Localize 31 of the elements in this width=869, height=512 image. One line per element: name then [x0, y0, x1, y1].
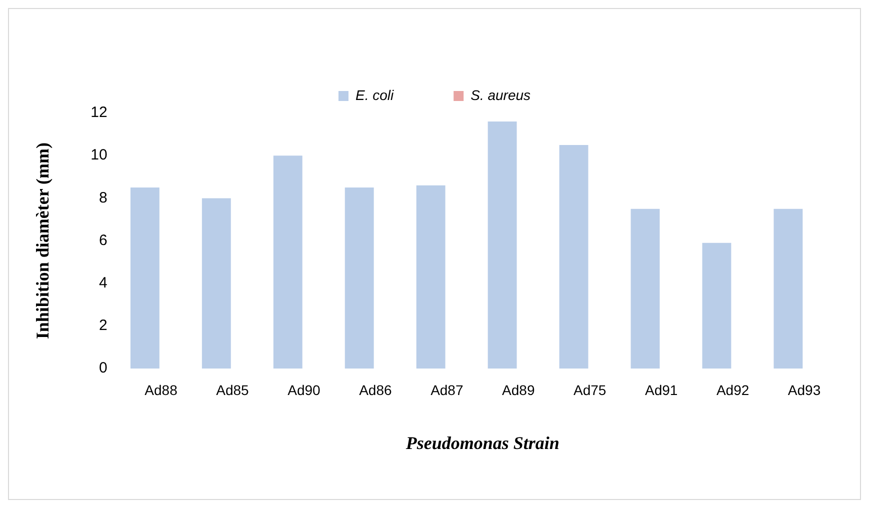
bar [559, 144, 588, 369]
bar [630, 208, 660, 369]
y-tick-label: 12 [90, 104, 108, 122]
bar [273, 156, 302, 369]
bar [488, 122, 517, 369]
x-tick-label: Ad87 [430, 382, 464, 398]
x-tick-label: Ad89 [502, 382, 535, 398]
y-tick-label: 4 [98, 274, 108, 292]
x-tick-label: Ad85 [216, 382, 250, 398]
legend-label: S. aureus [470, 86, 531, 103]
x-tick-label: Ad86 [359, 382, 392, 398]
bar [130, 188, 160, 369]
x-tick-label: Ad93 [788, 382, 821, 398]
y-tick-label: 10 [90, 146, 108, 164]
x-axis-title: Pseudomonas Strain [404, 432, 560, 453]
y-tick-label: 6 [98, 232, 108, 249]
x-tick-label: Ad91 [644, 382, 678, 398]
y-tick-label: 8 [98, 189, 108, 206]
bar [416, 185, 446, 369]
bar [202, 198, 231, 369]
bar [774, 208, 803, 369]
y-axis-title: Inhibition diamèter (mm) [32, 142, 52, 340]
x-tick-label: Ad92 [716, 382, 750, 398]
y-tick-label: 0 [98, 360, 108, 377]
bar [702, 242, 732, 369]
x-tick-label: Ad88 [144, 382, 178, 398]
x-tick-label: Ad75 [574, 382, 606, 398]
bar [344, 188, 374, 369]
y-tick-label: 2 [98, 317, 108, 334]
x-tick-label: Ad90 [288, 382, 321, 398]
legend-label: E. coli [355, 86, 394, 103]
